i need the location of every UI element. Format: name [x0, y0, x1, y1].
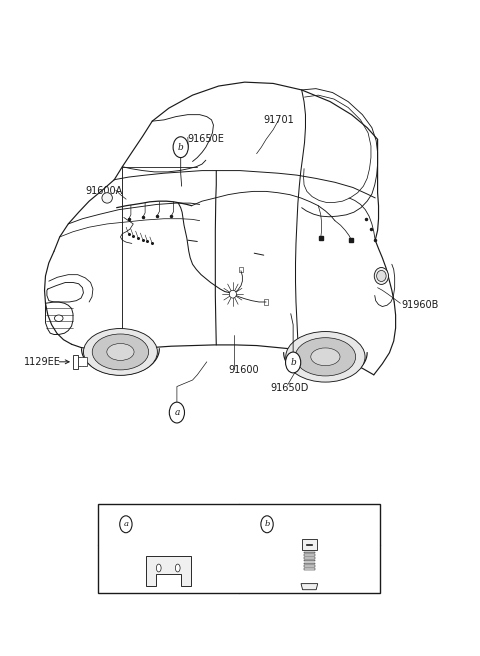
Ellipse shape: [229, 290, 237, 298]
Circle shape: [286, 352, 301, 373]
Ellipse shape: [102, 193, 112, 203]
Ellipse shape: [107, 344, 134, 360]
FancyBboxPatch shape: [304, 568, 314, 569]
Text: 10530D: 10530D: [144, 520, 182, 529]
Bar: [264, 299, 268, 304]
FancyBboxPatch shape: [97, 504, 380, 594]
Ellipse shape: [55, 315, 63, 321]
Text: 91514: 91514: [285, 520, 316, 529]
Ellipse shape: [84, 329, 157, 375]
Circle shape: [120, 516, 132, 533]
Circle shape: [169, 402, 184, 423]
FancyBboxPatch shape: [304, 554, 314, 556]
Text: b: b: [290, 358, 296, 367]
Ellipse shape: [92, 334, 149, 370]
Ellipse shape: [156, 564, 161, 572]
Ellipse shape: [175, 564, 180, 572]
Text: 91600A: 91600A: [86, 186, 123, 196]
Ellipse shape: [295, 338, 356, 376]
Polygon shape: [301, 584, 318, 590]
Ellipse shape: [311, 348, 340, 365]
FancyBboxPatch shape: [304, 557, 314, 559]
Text: 91600: 91600: [228, 365, 259, 375]
Text: 91960B: 91960B: [401, 300, 439, 310]
Ellipse shape: [374, 268, 388, 285]
Polygon shape: [146, 556, 191, 586]
Text: a: a: [123, 520, 128, 528]
FancyBboxPatch shape: [304, 563, 314, 564]
Circle shape: [173, 136, 188, 157]
FancyBboxPatch shape: [302, 539, 317, 550]
Text: 91650D: 91650D: [271, 383, 309, 393]
FancyBboxPatch shape: [304, 552, 314, 554]
Text: 1129EE: 1129EE: [24, 357, 61, 367]
Text: 91701: 91701: [264, 115, 294, 125]
Text: 91650E: 91650E: [188, 134, 225, 144]
Text: b: b: [264, 520, 270, 528]
Bar: [73, 355, 78, 369]
Bar: [239, 267, 243, 272]
Bar: [78, 358, 87, 367]
FancyBboxPatch shape: [304, 565, 314, 567]
Ellipse shape: [286, 331, 365, 382]
FancyBboxPatch shape: [304, 560, 314, 562]
Ellipse shape: [377, 270, 386, 281]
Circle shape: [261, 516, 273, 533]
Text: b: b: [178, 142, 183, 152]
Text: a: a: [174, 408, 180, 417]
